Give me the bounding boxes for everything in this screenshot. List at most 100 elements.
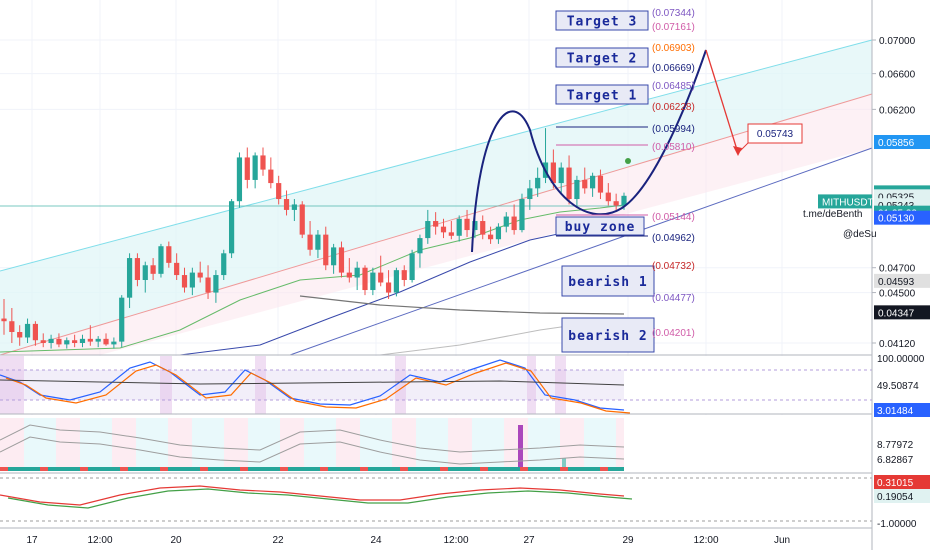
candle-body	[487, 234, 494, 240]
level-label: (0.06669)	[652, 63, 695, 74]
level-label: (0.04201)	[652, 328, 695, 339]
candle-body	[64, 340, 70, 345]
candle-body	[48, 338, 54, 343]
ind2-shade	[56, 418, 64, 470]
time-tick-label: 29	[622, 535, 634, 546]
ind2-baseline-bar	[408, 467, 416, 471]
ind2-baseline-bar	[568, 467, 576, 471]
ind2-shade	[608, 418, 616, 470]
channel-lower-line	[289, 147, 873, 356]
ind2-shade	[400, 418, 408, 470]
time-tick-label: 20	[170, 535, 182, 546]
ind2-baseline-bar	[376, 467, 384, 471]
candle-body	[268, 169, 274, 184]
watermark-line-2: @deSu	[843, 229, 877, 240]
ind2-baseline-bar	[592, 467, 600, 471]
ind2-baseline-bar	[224, 467, 232, 471]
level-label: (0.06903)	[652, 43, 695, 54]
stoch-highlight	[527, 356, 536, 414]
ind2-baseline-bar	[80, 467, 88, 471]
ind2-shade	[64, 418, 72, 470]
candle-body	[472, 221, 478, 231]
ind2-baseline-bar	[232, 467, 240, 471]
indicator-axis-badge	[874, 475, 930, 489]
price-badge-label: 0.05856	[878, 138, 915, 149]
ind2-baseline-bar	[344, 467, 352, 471]
ind2-baseline-bar	[416, 467, 424, 471]
ind2-shade	[440, 418, 448, 470]
time-tick-label: 27	[523, 535, 535, 546]
ind2-baseline-bar	[464, 467, 472, 471]
ind2-baseline-bar	[0, 467, 8, 471]
ind2-shade	[48, 418, 56, 470]
level-label: (0.04732)	[652, 261, 695, 272]
ind2-baseline-bar	[288, 467, 296, 471]
ind2-shade	[464, 418, 472, 470]
zone-box	[555, 10, 649, 31]
ind2-shade	[0, 418, 8, 470]
ma-gray	[299, 295, 625, 315]
ind2-shade	[600, 418, 608, 470]
candle-body	[283, 199, 290, 210]
indicator-axis-label: 3.01484	[877, 406, 914, 417]
ind2-shade	[552, 418, 560, 470]
indicator-axis-badge	[874, 351, 930, 365]
ind2-baseline-bar	[136, 467, 144, 471]
candle-body	[425, 221, 431, 239]
candle-body	[417, 238, 423, 254]
candle-body	[174, 262, 180, 276]
ind2-shade	[32, 418, 40, 470]
ind2-baseline-bar	[328, 467, 336, 471]
level-label: (0.07344)	[652, 8, 695, 19]
candle-body	[197, 272, 203, 278]
candle-body	[448, 232, 454, 236]
candle-body	[370, 272, 376, 291]
ind2-baseline-bar	[272, 467, 280, 471]
indicator-axis-label: 0.19054	[877, 492, 914, 503]
ind2-shade	[504, 418, 512, 470]
ind2-shade	[288, 418, 296, 470]
price-badge	[818, 194, 872, 209]
candle-body	[440, 226, 447, 233]
projection-dot	[625, 158, 631, 164]
candle-body	[236, 157, 243, 202]
ind2-shade	[128, 418, 136, 470]
indicator-axis-badge	[874, 489, 930, 503]
ind2-shade	[528, 418, 536, 470]
candle-body	[1, 318, 7, 322]
ind2-baseline-bar	[104, 467, 112, 471]
candle-body	[378, 272, 384, 283]
ind2-baseline-bar	[128, 467, 136, 471]
candle-body	[346, 272, 352, 278]
time-tick-label: Jun	[774, 535, 790, 546]
ind2-baseline-bar	[184, 467, 192, 471]
candle-body	[150, 265, 156, 274]
ind2-baseline-bar	[248, 467, 256, 471]
ind2-shade	[328, 418, 336, 470]
zone-box-label: bearish 1	[568, 275, 647, 290]
ind2-baseline-bar	[384, 467, 392, 471]
ind2-spike	[518, 425, 523, 470]
ind2-shade	[568, 418, 576, 470]
ind2-baseline-bar	[552, 467, 560, 471]
ind2-baseline-bar	[544, 467, 552, 471]
projection-callout-box	[747, 123, 803, 144]
ind2-baseline-bar	[64, 467, 72, 471]
candle-body	[221, 253, 227, 276]
ind2-baseline-bar	[8, 467, 16, 471]
level-label: (0.05144)	[652, 212, 695, 223]
candle-body	[401, 270, 407, 281]
ind2-shade	[512, 418, 520, 470]
ind2-shade	[560, 418, 568, 470]
ind2-baseline-bar	[400, 467, 408, 471]
candle-body	[495, 226, 502, 240]
ind2-shade	[280, 418, 288, 470]
ind2-shade	[248, 418, 256, 470]
ind2-shade	[240, 418, 248, 470]
watermark-line-1: t.me/deBenth	[803, 209, 863, 220]
candle-body	[87, 338, 93, 342]
ind2-shade	[448, 418, 456, 470]
price-tick-label: 0.06200	[879, 105, 916, 116]
candle-body	[307, 234, 313, 250]
